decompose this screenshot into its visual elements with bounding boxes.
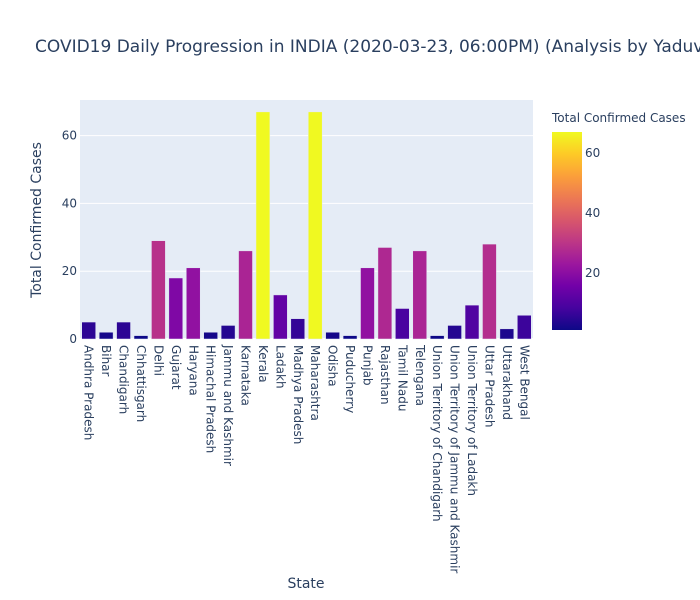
x-tick-label: West Bengal	[517, 345, 531, 420]
x-tick-label: Punjab	[360, 345, 374, 386]
x-tick-label: Rajasthan	[378, 345, 392, 405]
x-tick-label: Delhi	[151, 345, 165, 376]
x-axis-title: State	[287, 576, 324, 592]
bar-himachal-pradesh[interactable]	[203, 331, 218, 340]
y-tick-label: 20	[62, 264, 77, 278]
x-tick-label: Andhra Pradesh	[82, 345, 96, 440]
bar-haryana[interactable]	[186, 267, 201, 340]
x-tick-label: Himachal Pradesh	[204, 345, 218, 453]
bar-ladakh[interactable]	[273, 294, 288, 340]
y-tick-label: 40	[62, 196, 77, 210]
x-tick-label: Union Territory of Chandigarh	[430, 345, 444, 522]
x-tick-label: Ladakh	[273, 345, 287, 389]
y-tick-label: 0	[69, 332, 77, 346]
bar-chhattisgarh[interactable]	[133, 335, 149, 340]
bar-west-bengal[interactable]	[517, 315, 532, 340]
bar-madhya-pradesh[interactable]	[290, 318, 306, 340]
bar-kerala[interactable]	[255, 111, 271, 340]
x-tick-label: Puducherry	[343, 345, 357, 413]
x-tick-label: Chandigarh	[117, 345, 131, 414]
bar-uttar-pradesh[interactable]	[482, 243, 497, 340]
bar-rajasthan[interactable]	[377, 247, 393, 340]
x-tick-label: Madhya Pradesh	[291, 345, 305, 444]
x-tick-label: Haryana	[186, 345, 200, 396]
bar-tamil-nadu[interactable]	[395, 308, 410, 340]
bar-chandigarh[interactable]	[116, 321, 131, 340]
x-tick-label: Maharashtra	[308, 345, 322, 421]
x-tick-label: Karnataka	[239, 345, 253, 406]
y-axis-title: Total Confirmed Cases	[29, 142, 45, 299]
colorbar-tick-label: 40	[585, 206, 600, 220]
bar-punjab[interactable]	[360, 267, 375, 340]
x-tick-label: Union Territory of Jammu and Kashmir	[448, 345, 462, 573]
x-tick-label: Kerala	[256, 345, 270, 383]
x-tick-label: Bihar	[99, 345, 113, 377]
x-tick-label: Uttar Pradesh	[482, 345, 496, 427]
colorbar	[552, 132, 582, 330]
bar-union-territory-of-jammu-and-kashmir[interactable]	[447, 325, 462, 340]
chart-title: COVID19 Daily Progression in INDIA (2020…	[35, 37, 700, 57]
x-tick-label: Uttarakhand	[500, 345, 514, 420]
colorbar-tick-label: 20	[585, 266, 600, 280]
bar-uttarakhand[interactable]	[499, 328, 515, 340]
bar-puducherry[interactable]	[342, 335, 358, 340]
x-tick-label: Gujarat	[169, 345, 183, 390]
x-tick-label: Telengana	[413, 344, 427, 406]
x-tick-label: Union Territory of Ladakh	[465, 345, 479, 496]
bar-union-territory-of-chandigarh[interactable]	[429, 335, 445, 340]
bar-telengana[interactable]	[412, 250, 427, 340]
bar-karnataka[interactable]	[238, 250, 253, 340]
bar-odisha[interactable]	[325, 331, 340, 340]
bar-gujarat[interactable]	[168, 277, 184, 340]
bar-maharashtra[interactable]	[307, 111, 323, 340]
bar-delhi[interactable]	[151, 240, 166, 340]
colorbar-tick-label: 60	[585, 146, 600, 160]
colorbar-title: Total Confirmed Cases	[551, 111, 686, 125]
x-tick-label: Odisha	[326, 345, 340, 387]
y-tick-label: 60	[62, 129, 77, 143]
bar-andhra-pradesh[interactable]	[81, 321, 96, 340]
x-tick-label: Tamil Nadu	[395, 344, 409, 411]
bar-jammu-and-kashmir[interactable]	[220, 325, 236, 340]
x-tick-label: Chhattisgarh	[134, 345, 148, 422]
x-tick-label: Jammu and Kashmir	[221, 344, 235, 466]
bar-union-territory-of-ladakh[interactable]	[464, 304, 480, 340]
bar-bihar[interactable]	[98, 331, 114, 340]
